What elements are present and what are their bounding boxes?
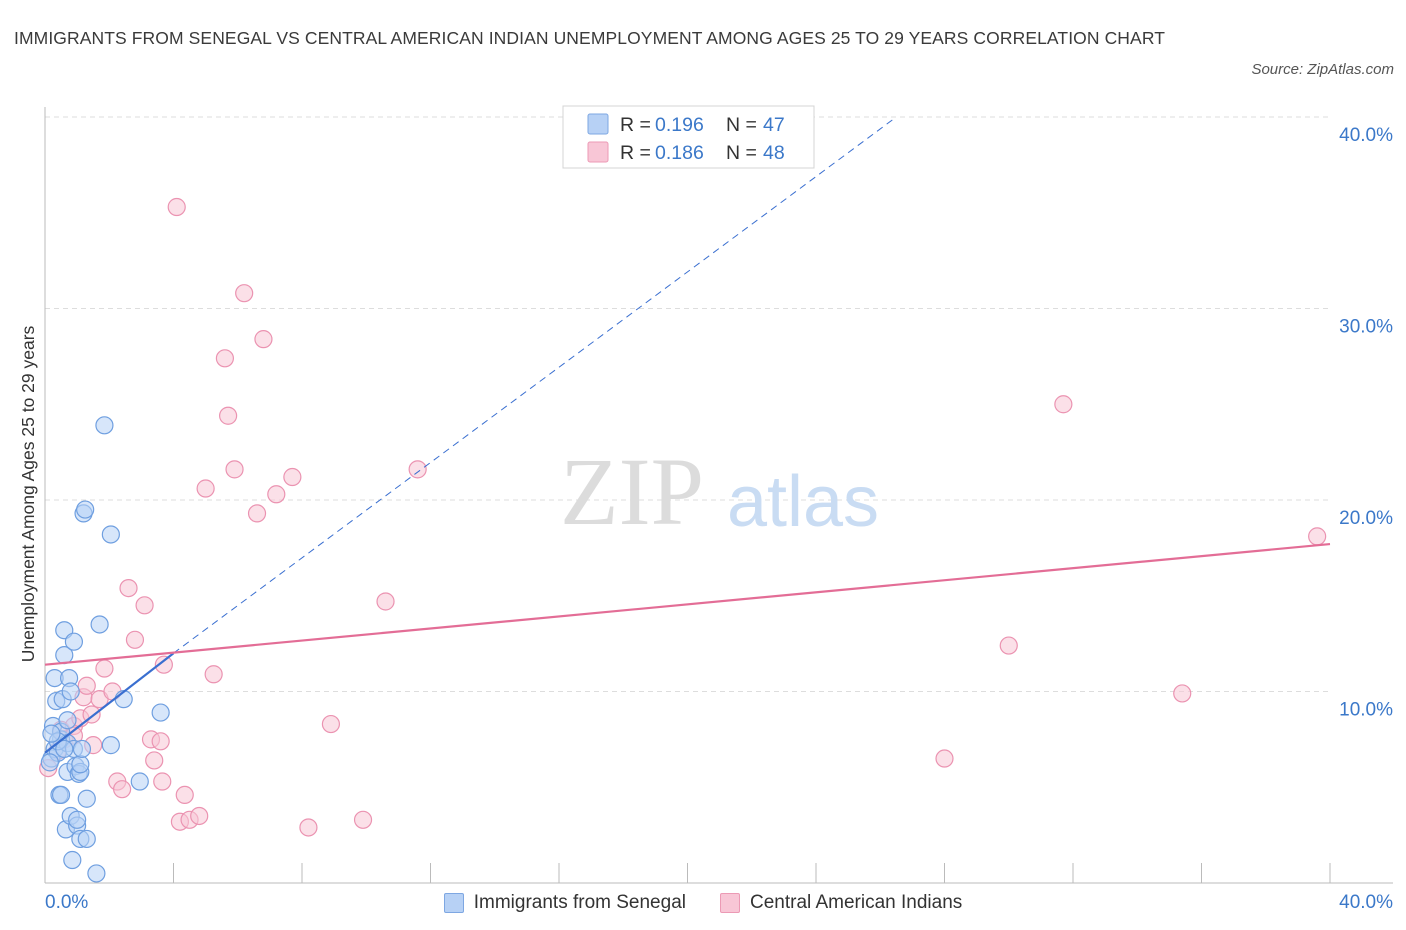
legend-r-value: 0.196 [655, 114, 704, 136]
trend-line-central-american-indians [44, 542, 1331, 666]
y-axis-label: Unemployment Among Ages 25 to 29 years [18, 325, 38, 662]
trend-line-senegal [44, 652, 175, 754]
data-point-central-american-indians [1308, 527, 1327, 546]
data-point-central-american-indians [151, 732, 170, 751]
data-point-central-american-indians [1173, 684, 1192, 703]
legend-n-label: N = [726, 142, 762, 164]
data-point-central-american-indians [267, 485, 286, 504]
legend-label-senegal: Immigrants from Senegal [473, 892, 686, 913]
legend-n-value: 47 [763, 114, 785, 136]
chart-title: IMMIGRANTS FROM SENEGAL VS CENTRAL AMERI… [14, 28, 1166, 48]
correlation-legend: R = 0.196 N = 47 R = 0.186 N = 48 [562, 105, 815, 169]
data-point-central-american-indians [225, 460, 244, 479]
data-point-central-american-indians [112, 780, 132, 799]
data-point-senegal [77, 829, 96, 849]
y-tick-label: 10.0% [1339, 700, 1393, 721]
data-point-central-american-indians [321, 714, 341, 734]
data-point-central-american-indians [254, 330, 273, 349]
data-point-central-american-indians [175, 785, 194, 805]
legend-row-pink: R = 0.186 N = 48 [620, 142, 785, 164]
data-point-central-american-indians [376, 592, 395, 611]
data-point-central-american-indians [999, 636, 1018, 655]
x-tick-label: 40.0% [1339, 892, 1393, 913]
data-point-senegal [151, 703, 170, 722]
data-point-central-american-indians [408, 460, 427, 479]
data-point-central-american-indians [196, 479, 215, 498]
legend-swatch-central-american-indians [719, 893, 740, 913]
data-point-senegal [87, 864, 106, 883]
data-point-central-american-indians [235, 284, 254, 303]
legend-item-central-american-indians: Central American Indians [719, 892, 963, 914]
data-point-senegal [90, 615, 109, 634]
data-point-senegal [101, 525, 120, 544]
data-point-central-american-indians [1054, 395, 1073, 414]
legend-r-label: R = [620, 142, 656, 164]
data-point-senegal [114, 690, 133, 709]
axes [44, 107, 1393, 884]
legend-label-central-american-indians: Central American Indians [749, 892, 963, 913]
data-point-central-american-indians [219, 406, 238, 425]
data-point-senegal [68, 810, 87, 829]
data-point-central-american-indians [283, 467, 302, 487]
y-tick-label: 40.0% [1339, 125, 1393, 146]
data-point-senegal [130, 772, 149, 791]
legend-n-label: N = [726, 114, 762, 136]
data-point-central-american-indians [204, 665, 223, 684]
data-point-senegal [61, 682, 80, 701]
legend-swatch-senegal [443, 893, 464, 913]
data-point-central-american-indians [119, 578, 138, 598]
data-point-senegal [51, 785, 71, 805]
data-point-central-american-indians [154, 655, 173, 674]
data-point-central-american-indians [153, 772, 172, 791]
data-point-senegal [40, 753, 59, 772]
data-point-senegal [63, 850, 82, 870]
data-point-senegal [71, 755, 90, 774]
y-tick-label: 30.0% [1339, 317, 1393, 338]
data-point-senegal [64, 632, 84, 651]
data-point-senegal [58, 711, 77, 730]
data-point-senegal [42, 724, 61, 743]
data-point-central-american-indians [77, 676, 96, 695]
data-point-central-american-indians [135, 596, 154, 615]
data-point-senegal [77, 789, 96, 808]
data-point-central-american-indians [353, 810, 373, 829]
legend-n-value: 48 [763, 142, 785, 164]
series-immigrants-from-senegal [40, 416, 170, 883]
y-tick-label: 20.0% [1339, 508, 1393, 529]
data-point-central-american-indians [190, 806, 209, 826]
data-point-central-american-indians [145, 751, 164, 770]
tick-labels: 10.0% 20.0% 30.0% 40.0% 0.0% 40.0% [45, 125, 1393, 913]
x-tick-label: 0.0% [45, 892, 88, 913]
trend-lines [44, 116, 1331, 754]
data-point-central-american-indians [125, 630, 145, 649]
legend-item-senegal: Immigrants from Senegal [443, 892, 686, 914]
data-point-central-american-indians [935, 749, 954, 768]
source-credit: Source: ZipAtlas.com [1251, 61, 1394, 78]
data-point-senegal [95, 416, 114, 435]
data-point-senegal [72, 739, 92, 759]
data-point-senegal [76, 500, 95, 519]
data-point-senegal [101, 736, 120, 755]
data-point-central-american-indians [299, 818, 318, 837]
data-point-central-american-indians [95, 659, 114, 678]
legend-row-blue: R = 0.196 N = 47 [620, 114, 785, 136]
legend-swatch-pink [587, 141, 609, 163]
data-point-senegal [55, 739, 74, 759]
data-point-central-american-indians [247, 504, 267, 523]
legend-swatch-blue [587, 113, 609, 135]
data-point-central-american-indians [167, 197, 186, 217]
series-legend: Immigrants from Senegal Central American… [0, 888, 1406, 918]
legend-r-value: 0.186 [655, 142, 704, 164]
trend-line-senegal [173, 116, 897, 654]
watermark-zip: ZIP [560, 438, 704, 545]
legend-r-label: R = [620, 114, 656, 136]
watermark-atlas: atlas [727, 462, 879, 542]
data-point-central-american-indians [215, 349, 234, 368]
